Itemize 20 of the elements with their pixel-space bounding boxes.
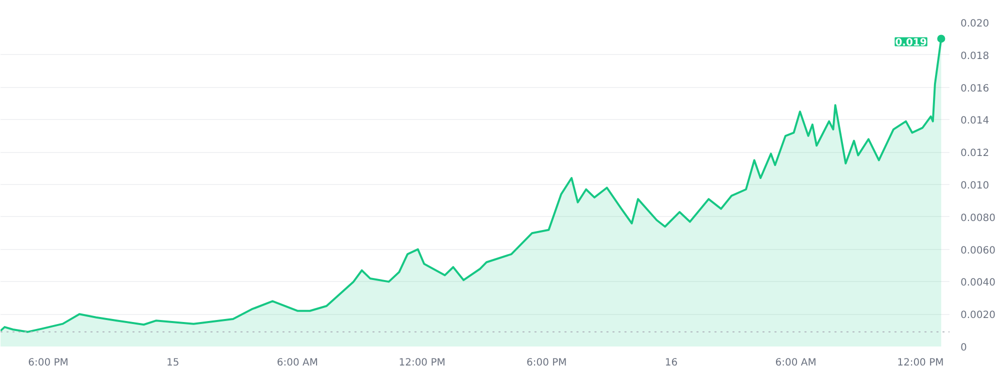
x-tick-label: 6:00 AM (775, 358, 816, 368)
x-tick-label: 16 (664, 358, 678, 368)
y-tick-label: 0.0080 (960, 212, 996, 224)
y-tick-label: 0.014 (960, 116, 990, 127)
y-tick-label: 0.012 (960, 148, 990, 160)
x-tick-label: 6:00 AM (276, 358, 318, 368)
x-tick-label: 12:00 PM (398, 358, 446, 368)
y-tick-label: 0.018 (960, 50, 990, 62)
y-tick-label: 0.0040 (960, 278, 996, 289)
x-tick-label: 12:00 PM (897, 358, 944, 368)
y-tick-label: 0.010 (960, 180, 990, 192)
x-tick-label: 6:00 PM (526, 358, 567, 368)
y-tick-label: 0.0060 (960, 245, 996, 256)
y-tick-label: 0 (960, 342, 967, 354)
x-tick-label: 6:00 PM (28, 358, 68, 368)
x-tick-label: 15 (166, 358, 180, 368)
y-tick-label: 0.0020 (960, 310, 996, 322)
annotation: 0.019 (895, 38, 927, 49)
y-tick-label: 0.016 (960, 83, 990, 94)
y-tick-label: 0.020 (960, 18, 990, 30)
